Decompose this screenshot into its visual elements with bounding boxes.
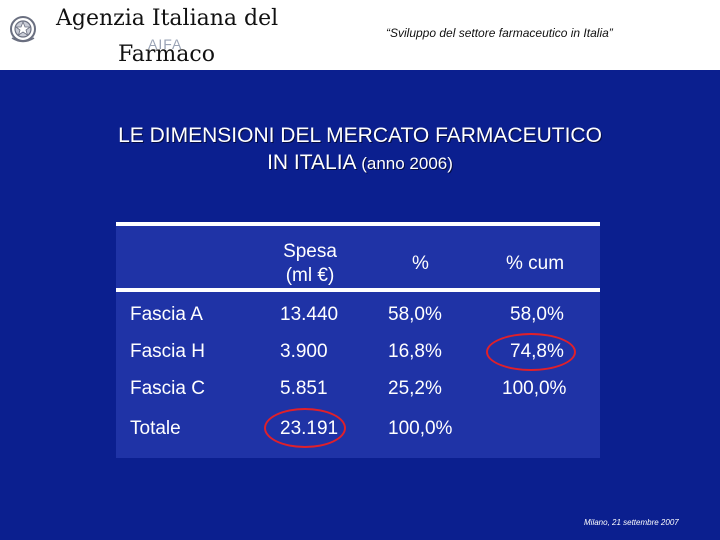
row-label: Fascia C bbox=[130, 378, 205, 399]
cell-pct: 25,2% bbox=[388, 378, 442, 399]
row-label: Totale bbox=[130, 418, 181, 439]
cell-pct-cum: 58,0% bbox=[510, 304, 564, 325]
highlight-circle-total-spesa bbox=[264, 408, 346, 448]
slide-title-line1: LE DIMENSIONI DEL MERCATO FARMACEUTICO bbox=[118, 124, 602, 147]
slide-title-year: (anno 2006) bbox=[361, 154, 453, 173]
italian-emblem-icon bbox=[10, 16, 36, 43]
cell-spesa: 5.851 bbox=[280, 378, 328, 399]
presentation-subtitle: “Sviluppo del settore farmaceutico in It… bbox=[386, 26, 613, 40]
column-header-pct: % bbox=[412, 253, 429, 274]
agency-name-line1: Agenzia Italiana del bbox=[56, 6, 279, 31]
column-header-spesa: Spesa (ml €) bbox=[272, 240, 348, 288]
row-label: Fascia H bbox=[130, 341, 205, 362]
cell-pct: 58,0% bbox=[388, 304, 442, 325]
highlight-circle-cum-total bbox=[486, 333, 576, 371]
column-header-spesa-line2: (ml €) bbox=[285, 265, 335, 286]
cell-spesa: 13.440 bbox=[280, 304, 339, 325]
cell-pct-cum: 100,0% bbox=[502, 378, 567, 399]
cell-pct: 100,0% bbox=[388, 418, 453, 439]
cell-spesa: 3.900 bbox=[280, 341, 328, 362]
footer-date: Milano, 21 settembre 2007 bbox=[584, 518, 679, 527]
table-header-divider bbox=[116, 288, 600, 292]
slide-title-line2: IN ITALIA (anno 2006) bbox=[0, 149, 720, 177]
agency-name-line2: Farmaco bbox=[118, 42, 215, 67]
row-label: Fascia A bbox=[130, 304, 203, 325]
column-header-spesa-line1: Spesa bbox=[283, 241, 337, 262]
column-header-pct-cum: % cum bbox=[506, 253, 565, 274]
slide-header: Agenzia Italiana del AIFA Farmaco “Svilu… bbox=[0, 0, 720, 70]
cell-pct: 16,8% bbox=[388, 341, 442, 362]
slide-title: LE DIMENSIONI DEL MERCATO FARMACEUTICO I… bbox=[0, 122, 720, 177]
aifa-logo: AIFA bbox=[148, 36, 183, 52]
slide-title-line2-main: IN ITALIA bbox=[267, 151, 356, 174]
